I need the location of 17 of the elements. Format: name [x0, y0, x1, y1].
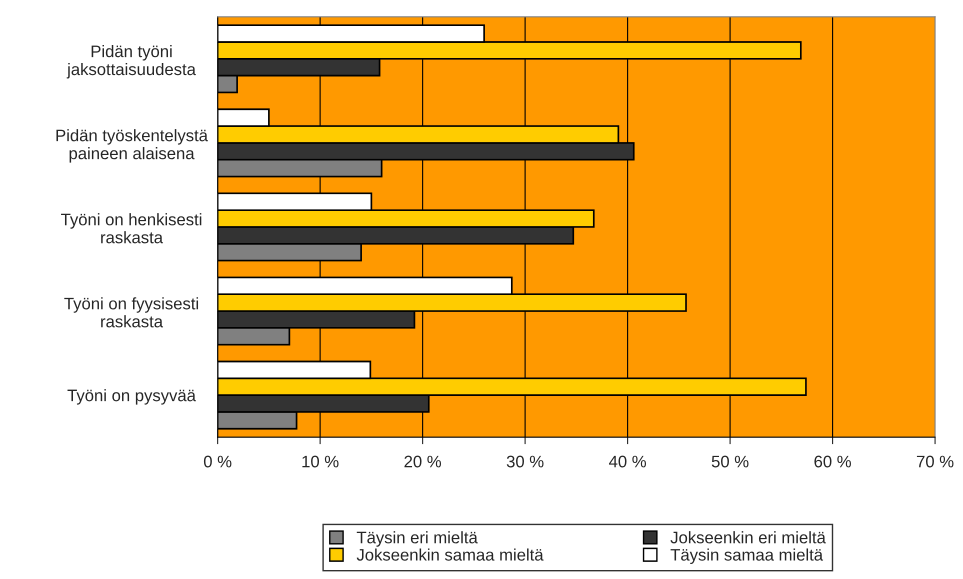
y-tick-label: Työni on pysyvää	[68, 389, 196, 405]
y-tick-label: Työni on henkisesti raskasta	[61, 213, 202, 244]
y-tick-label: Työni on fyysisesti raskasta	[64, 297, 198, 328]
x-tick-label: 70 %	[916, 456, 954, 468]
x-tick-label: 60 %	[814, 456, 851, 468]
legend-label: Täysin eri mieltä	[356, 531, 478, 547]
x-tick-label: 10 %	[302, 456, 339, 468]
y-tick-label: Pidän työni jaksottaisuudesta	[66, 45, 196, 79]
x-tick-label: 30 %	[506, 456, 544, 468]
x-tick-label: 0 %	[204, 456, 232, 468]
legend-label: Jokseenkin samaa mieltä	[356, 548, 544, 561]
x-tick-label: 50 %	[712, 456, 748, 468]
legend-label: Täysin samaa mieltä	[670, 548, 824, 564]
x-tick-label: 20 %	[404, 456, 442, 468]
y-tick-label: Pidän työskentelystä paineen alaisena	[56, 129, 208, 163]
x-tick-label: 40 %	[608, 456, 646, 468]
legend-label: Jokseenkin eri mieltä	[670, 531, 826, 544]
